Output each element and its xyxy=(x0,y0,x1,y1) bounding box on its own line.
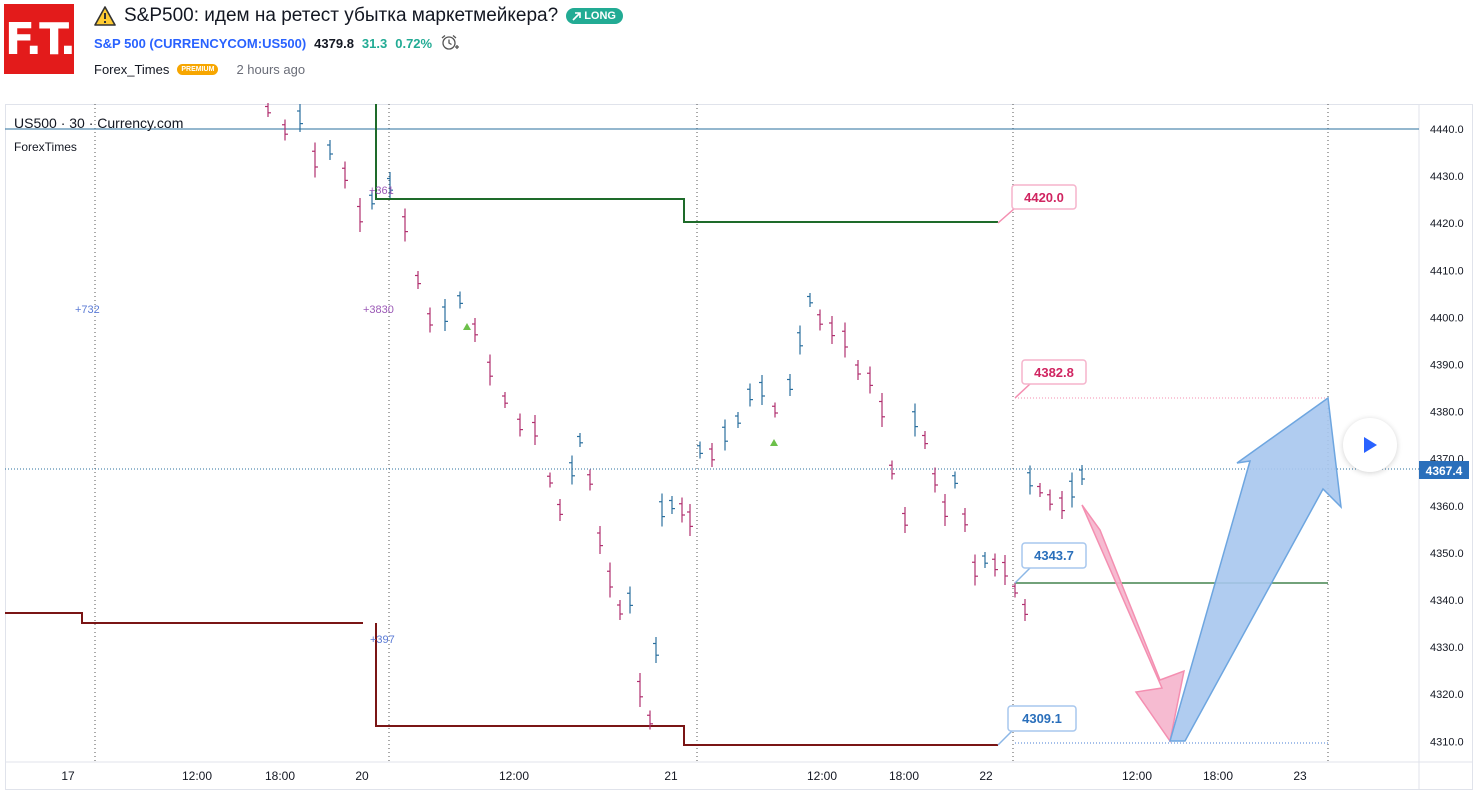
price-axis-tick: 4320.0 xyxy=(1430,689,1464,701)
time-axis-tick: 18:00 xyxy=(889,769,919,783)
time-axis-tick: 22 xyxy=(979,769,993,783)
buy-signal-icon xyxy=(770,439,778,446)
price-axis-tick: 4340.0 xyxy=(1430,595,1464,607)
time-axis-tick: 17 xyxy=(61,769,75,783)
author-name[interactable]: Forex_Times xyxy=(94,62,170,77)
time-axis-tick: 12:00 xyxy=(807,769,837,783)
time-axis[interactable]: 17 12:00 18:00 20 12:00 21 12:00 18:00 22 12:00 18… xyxy=(61,769,1307,783)
alarm-clock-icon[interactable] xyxy=(440,34,460,52)
premium-badge: PREMIUM xyxy=(177,64,219,75)
forex-times-logo[interactable]: F.T. xyxy=(4,4,76,74)
price-label-4343[interactable]: 4343.7 xyxy=(1014,542,1087,584)
play-icon xyxy=(1364,437,1377,453)
price-axis-tick: 4350.0 xyxy=(1430,548,1464,560)
blue-up-arrow[interactable] xyxy=(1169,396,1343,742)
price-label-4382[interactable]: 4382.8 xyxy=(1014,359,1087,399)
price-label-4420[interactable]: 4420.0 xyxy=(997,184,1077,224)
time-axis-tick: 20 xyxy=(355,769,369,783)
price-axis-tick: 4420.0 xyxy=(1430,218,1464,230)
price-axis-tick: 4430.0 xyxy=(1430,171,1464,183)
buy-signal-icon xyxy=(463,323,471,330)
price-axis-tick: 4310.0 xyxy=(1430,736,1464,748)
lower-level-line[interactable] xyxy=(5,612,998,746)
annotation-text: +3830 xyxy=(363,304,394,316)
time-axis-tick: 21 xyxy=(664,769,678,783)
idea-header: S&P500: идем на ретест убытка маркетмейк… xyxy=(94,4,623,77)
price-bars[interactable] xyxy=(265,103,1085,730)
svg-text:4367.4: 4367.4 xyxy=(1426,464,1463,478)
chart-frame[interactable] xyxy=(5,104,1473,790)
time-axis-tick: 12:00 xyxy=(499,769,529,783)
price-change-percent: 0.72% xyxy=(395,35,433,51)
pink-down-arrow[interactable] xyxy=(1081,504,1186,743)
idea-title: S&P500: идем на ретест убытка маркетмейк… xyxy=(124,5,559,26)
time-axis-tick: 12:00 xyxy=(182,769,212,783)
svg-text:4420.0: 4420.0 xyxy=(1024,190,1064,205)
price-axis-tick: 4400.0 xyxy=(1430,312,1464,324)
upper-level-line[interactable] xyxy=(375,104,998,223)
price-axis-tick: 4360.0 xyxy=(1430,501,1464,513)
price-axis-tick: 4440.0 xyxy=(1430,124,1464,136)
svg-text:4382.8: 4382.8 xyxy=(1034,365,1074,380)
warning-icon xyxy=(94,6,116,26)
price-axis[interactable]: 4440.0 4430.0 4420.0 4410.0 4400.0 4390.0 4380… xyxy=(1430,124,1464,748)
price-axis-tick: 4390.0 xyxy=(1430,360,1464,372)
time-axis-tick: 23 xyxy=(1293,769,1307,783)
chart-legend-author: ForexTimes xyxy=(14,140,77,154)
publish-time: 2 hours ago xyxy=(236,62,306,77)
symbol-link[interactable]: S&P 500 (CURRENCYCOM:US500) xyxy=(94,35,307,51)
long-badge-label: LONG xyxy=(584,10,616,22)
replay-play-button[interactable] xyxy=(1343,418,1397,472)
annotation-text: +361 xyxy=(369,185,394,197)
annotation-text: +732 xyxy=(75,304,100,316)
time-axis-tick: 18:00 xyxy=(1203,769,1233,783)
price-axis-tick: 4410.0 xyxy=(1430,265,1464,277)
svg-text:4343.7: 4343.7 xyxy=(1034,548,1074,563)
time-axis-tick: 18:00 xyxy=(265,769,295,783)
day-separators xyxy=(94,104,1329,762)
price-label-4309[interactable]: 4309.1 xyxy=(997,705,1077,746)
current-price-badge: 4367.4 xyxy=(1419,461,1469,479)
svg-text:4309.1: 4309.1 xyxy=(1022,711,1062,726)
chart-legend-symbol[interactable]: US500 · 30 · Currency.com xyxy=(14,115,183,131)
time-axis-tick: 12:00 xyxy=(1122,769,1152,783)
price-axis-tick: 4330.0 xyxy=(1430,642,1464,654)
long-badge: LONG xyxy=(566,8,623,24)
price-change: 31.3 xyxy=(361,35,388,51)
arrow-up-right-icon xyxy=(572,11,582,21)
price-axis-tick: 4380.0 xyxy=(1430,407,1464,419)
symbol-price: 4379.8 xyxy=(314,35,354,51)
annotation-text: +397 xyxy=(370,634,395,646)
